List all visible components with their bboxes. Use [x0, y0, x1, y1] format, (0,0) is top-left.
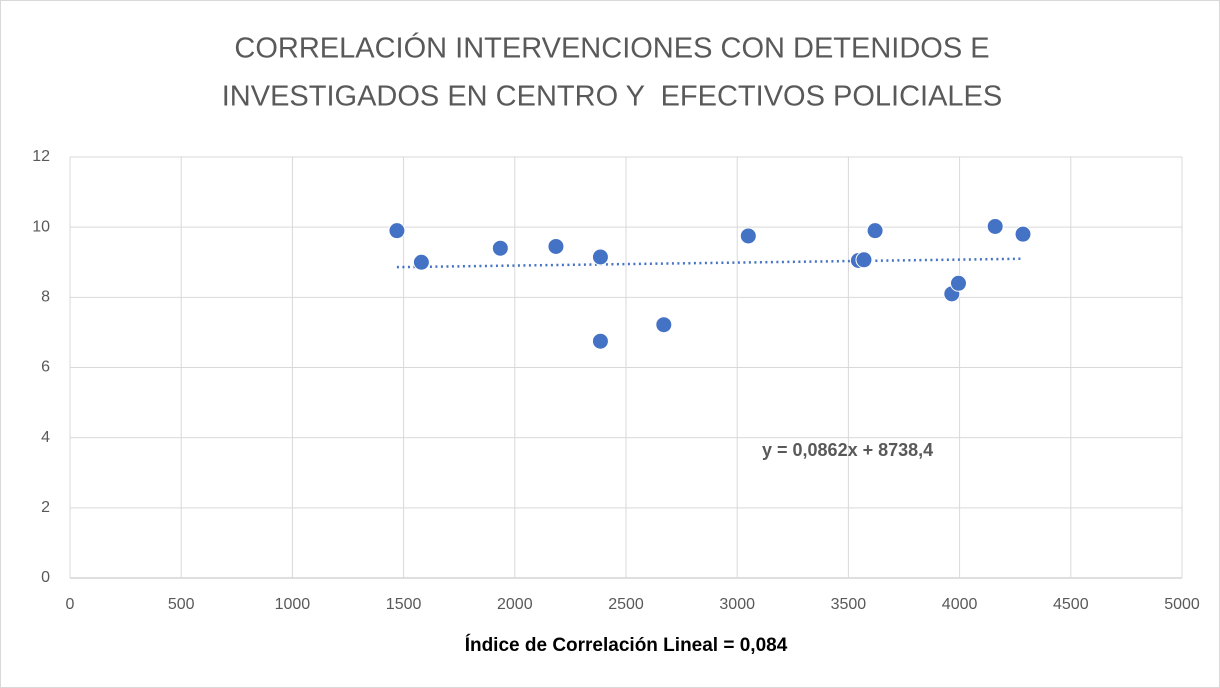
point — [412, 253, 430, 271]
y-tick-label: 2 — [41, 499, 50, 516]
trendline-equation: y = 0,0862x + 8738,4 — [762, 440, 933, 460]
x-tick-label: 3000 — [719, 596, 755, 613]
y-tick-label: 12 — [32, 148, 50, 165]
y-tick-label: 8 — [41, 289, 50, 306]
x-tick-label: 4000 — [942, 596, 978, 613]
y-tick-label: 4 — [41, 429, 50, 446]
point — [986, 217, 1004, 235]
chart-title: INVESTIGADOS EN CENTRO Y EFECTIVOS POLIC… — [222, 81, 1003, 113]
point — [1014, 225, 1032, 243]
x-tick-label: 2000 — [497, 596, 533, 613]
y-tick-label: 6 — [41, 359, 50, 376]
x-tick-label: 1000 — [275, 596, 311, 613]
point — [866, 222, 884, 240]
point — [591, 332, 609, 350]
point — [739, 227, 757, 245]
chart-title: CORRELACIÓN INTERVENCIONES CON DETENIDOS… — [234, 32, 989, 65]
x-axis-label: Índice de Correlación Lineal = 0,084 — [465, 634, 788, 656]
x-tick-label: 5000 — [1164, 596, 1200, 613]
y-tick-label: 0 — [41, 569, 50, 586]
point — [591, 248, 609, 266]
y-tick-label: 10 — [32, 218, 50, 235]
x-tick-label: 2500 — [608, 596, 644, 613]
x-tick-label: 3500 — [831, 596, 867, 613]
point — [491, 239, 509, 257]
point — [855, 251, 873, 269]
x-tick-label: 0 — [66, 596, 75, 613]
x-tick-label: 4500 — [1053, 596, 1089, 613]
point — [388, 222, 406, 240]
point — [949, 274, 967, 292]
x-tick-label: 500 — [168, 596, 195, 613]
x-tick-label: 1500 — [386, 596, 422, 613]
point — [547, 237, 565, 255]
point — [655, 316, 673, 334]
